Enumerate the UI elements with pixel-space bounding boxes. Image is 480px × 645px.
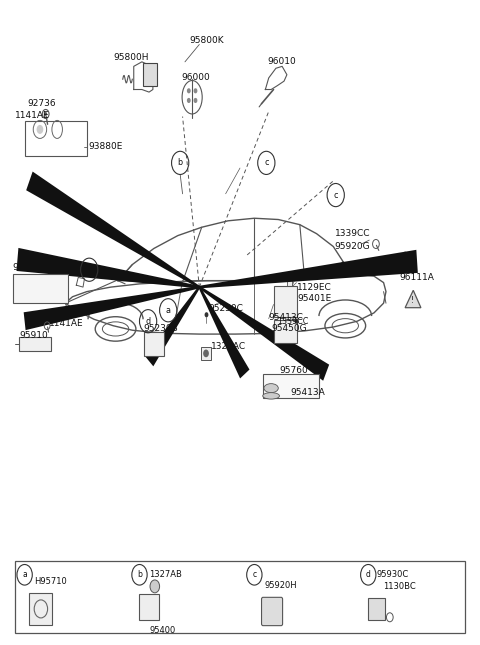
- Polygon shape: [405, 290, 421, 308]
- Bar: [201, 347, 211, 360]
- Text: 92736: 92736: [27, 99, 56, 108]
- Text: 1327AC: 1327AC: [211, 342, 246, 352]
- Text: 95930C: 95930C: [376, 570, 408, 579]
- Text: 95413A: 95413A: [290, 388, 325, 397]
- Bar: [144, 63, 157, 86]
- Text: 1327AB: 1327AB: [149, 570, 182, 579]
- Text: 95450G: 95450G: [271, 324, 307, 333]
- Bar: [12, 274, 68, 303]
- Text: 1339CC: 1339CC: [335, 229, 370, 238]
- Text: 96000: 96000: [181, 74, 210, 83]
- Text: 1130BC: 1130BC: [384, 582, 416, 591]
- Text: 95401E: 95401E: [298, 293, 332, 303]
- Text: c: c: [252, 570, 256, 579]
- Bar: [274, 286, 298, 317]
- Text: 1141AE: 1141AE: [15, 111, 49, 120]
- Circle shape: [193, 88, 197, 94]
- Ellipse shape: [263, 393, 279, 399]
- Bar: [19, 337, 51, 352]
- Text: 95760: 95760: [279, 366, 308, 375]
- Bar: [15, 561, 465, 633]
- Circle shape: [193, 98, 197, 103]
- Text: 95250C: 95250C: [208, 304, 243, 313]
- Polygon shape: [199, 286, 329, 381]
- Bar: [368, 598, 385, 620]
- Circle shape: [150, 580, 159, 593]
- Text: 95800H: 95800H: [113, 53, 149, 62]
- Bar: [144, 332, 164, 356]
- Text: d: d: [366, 570, 371, 579]
- Text: a: a: [22, 570, 27, 579]
- Text: 95910: 95910: [20, 331, 48, 340]
- Circle shape: [295, 319, 299, 324]
- Text: 95230B: 95230B: [144, 324, 178, 333]
- Text: 96111A: 96111A: [399, 273, 434, 282]
- Bar: [29, 593, 52, 625]
- Text: d: d: [145, 317, 151, 326]
- Circle shape: [44, 112, 47, 116]
- Polygon shape: [16, 248, 199, 288]
- Polygon shape: [24, 286, 200, 330]
- Text: 1339CC: 1339CC: [277, 317, 309, 326]
- Polygon shape: [199, 286, 250, 379]
- Text: 95413C: 95413C: [269, 313, 303, 322]
- Text: 96010: 96010: [268, 57, 297, 66]
- Text: d: d: [87, 265, 92, 274]
- Circle shape: [187, 98, 191, 103]
- FancyBboxPatch shape: [262, 597, 283, 626]
- Circle shape: [187, 88, 191, 94]
- Text: 95920H: 95920H: [265, 580, 298, 590]
- Text: c: c: [334, 190, 338, 199]
- Text: 95925M: 95925M: [12, 263, 49, 272]
- Text: a: a: [166, 306, 171, 315]
- Text: b: b: [178, 159, 183, 168]
- Text: H95710: H95710: [34, 577, 67, 586]
- Circle shape: [203, 350, 209, 357]
- Polygon shape: [26, 172, 200, 288]
- Text: 1141AE: 1141AE: [48, 319, 83, 328]
- Text: 95920G: 95920G: [335, 242, 371, 251]
- Bar: [263, 374, 320, 399]
- FancyBboxPatch shape: [287, 277, 292, 289]
- Text: 1129EE: 1129EE: [298, 272, 332, 281]
- Text: 95400: 95400: [149, 626, 175, 635]
- Circle shape: [36, 125, 43, 134]
- Text: 93880E: 93880E: [88, 143, 123, 152]
- Text: b: b: [137, 570, 142, 579]
- Circle shape: [204, 312, 208, 317]
- Text: !: !: [411, 296, 414, 305]
- Bar: [275, 320, 298, 343]
- Text: c: c: [264, 159, 269, 168]
- Polygon shape: [199, 250, 418, 288]
- Bar: [140, 594, 158, 620]
- Bar: [24, 121, 87, 157]
- Ellipse shape: [264, 384, 278, 393]
- Text: 95800K: 95800K: [190, 36, 224, 45]
- Text: 1129EC: 1129EC: [298, 283, 332, 292]
- Polygon shape: [145, 286, 200, 366]
